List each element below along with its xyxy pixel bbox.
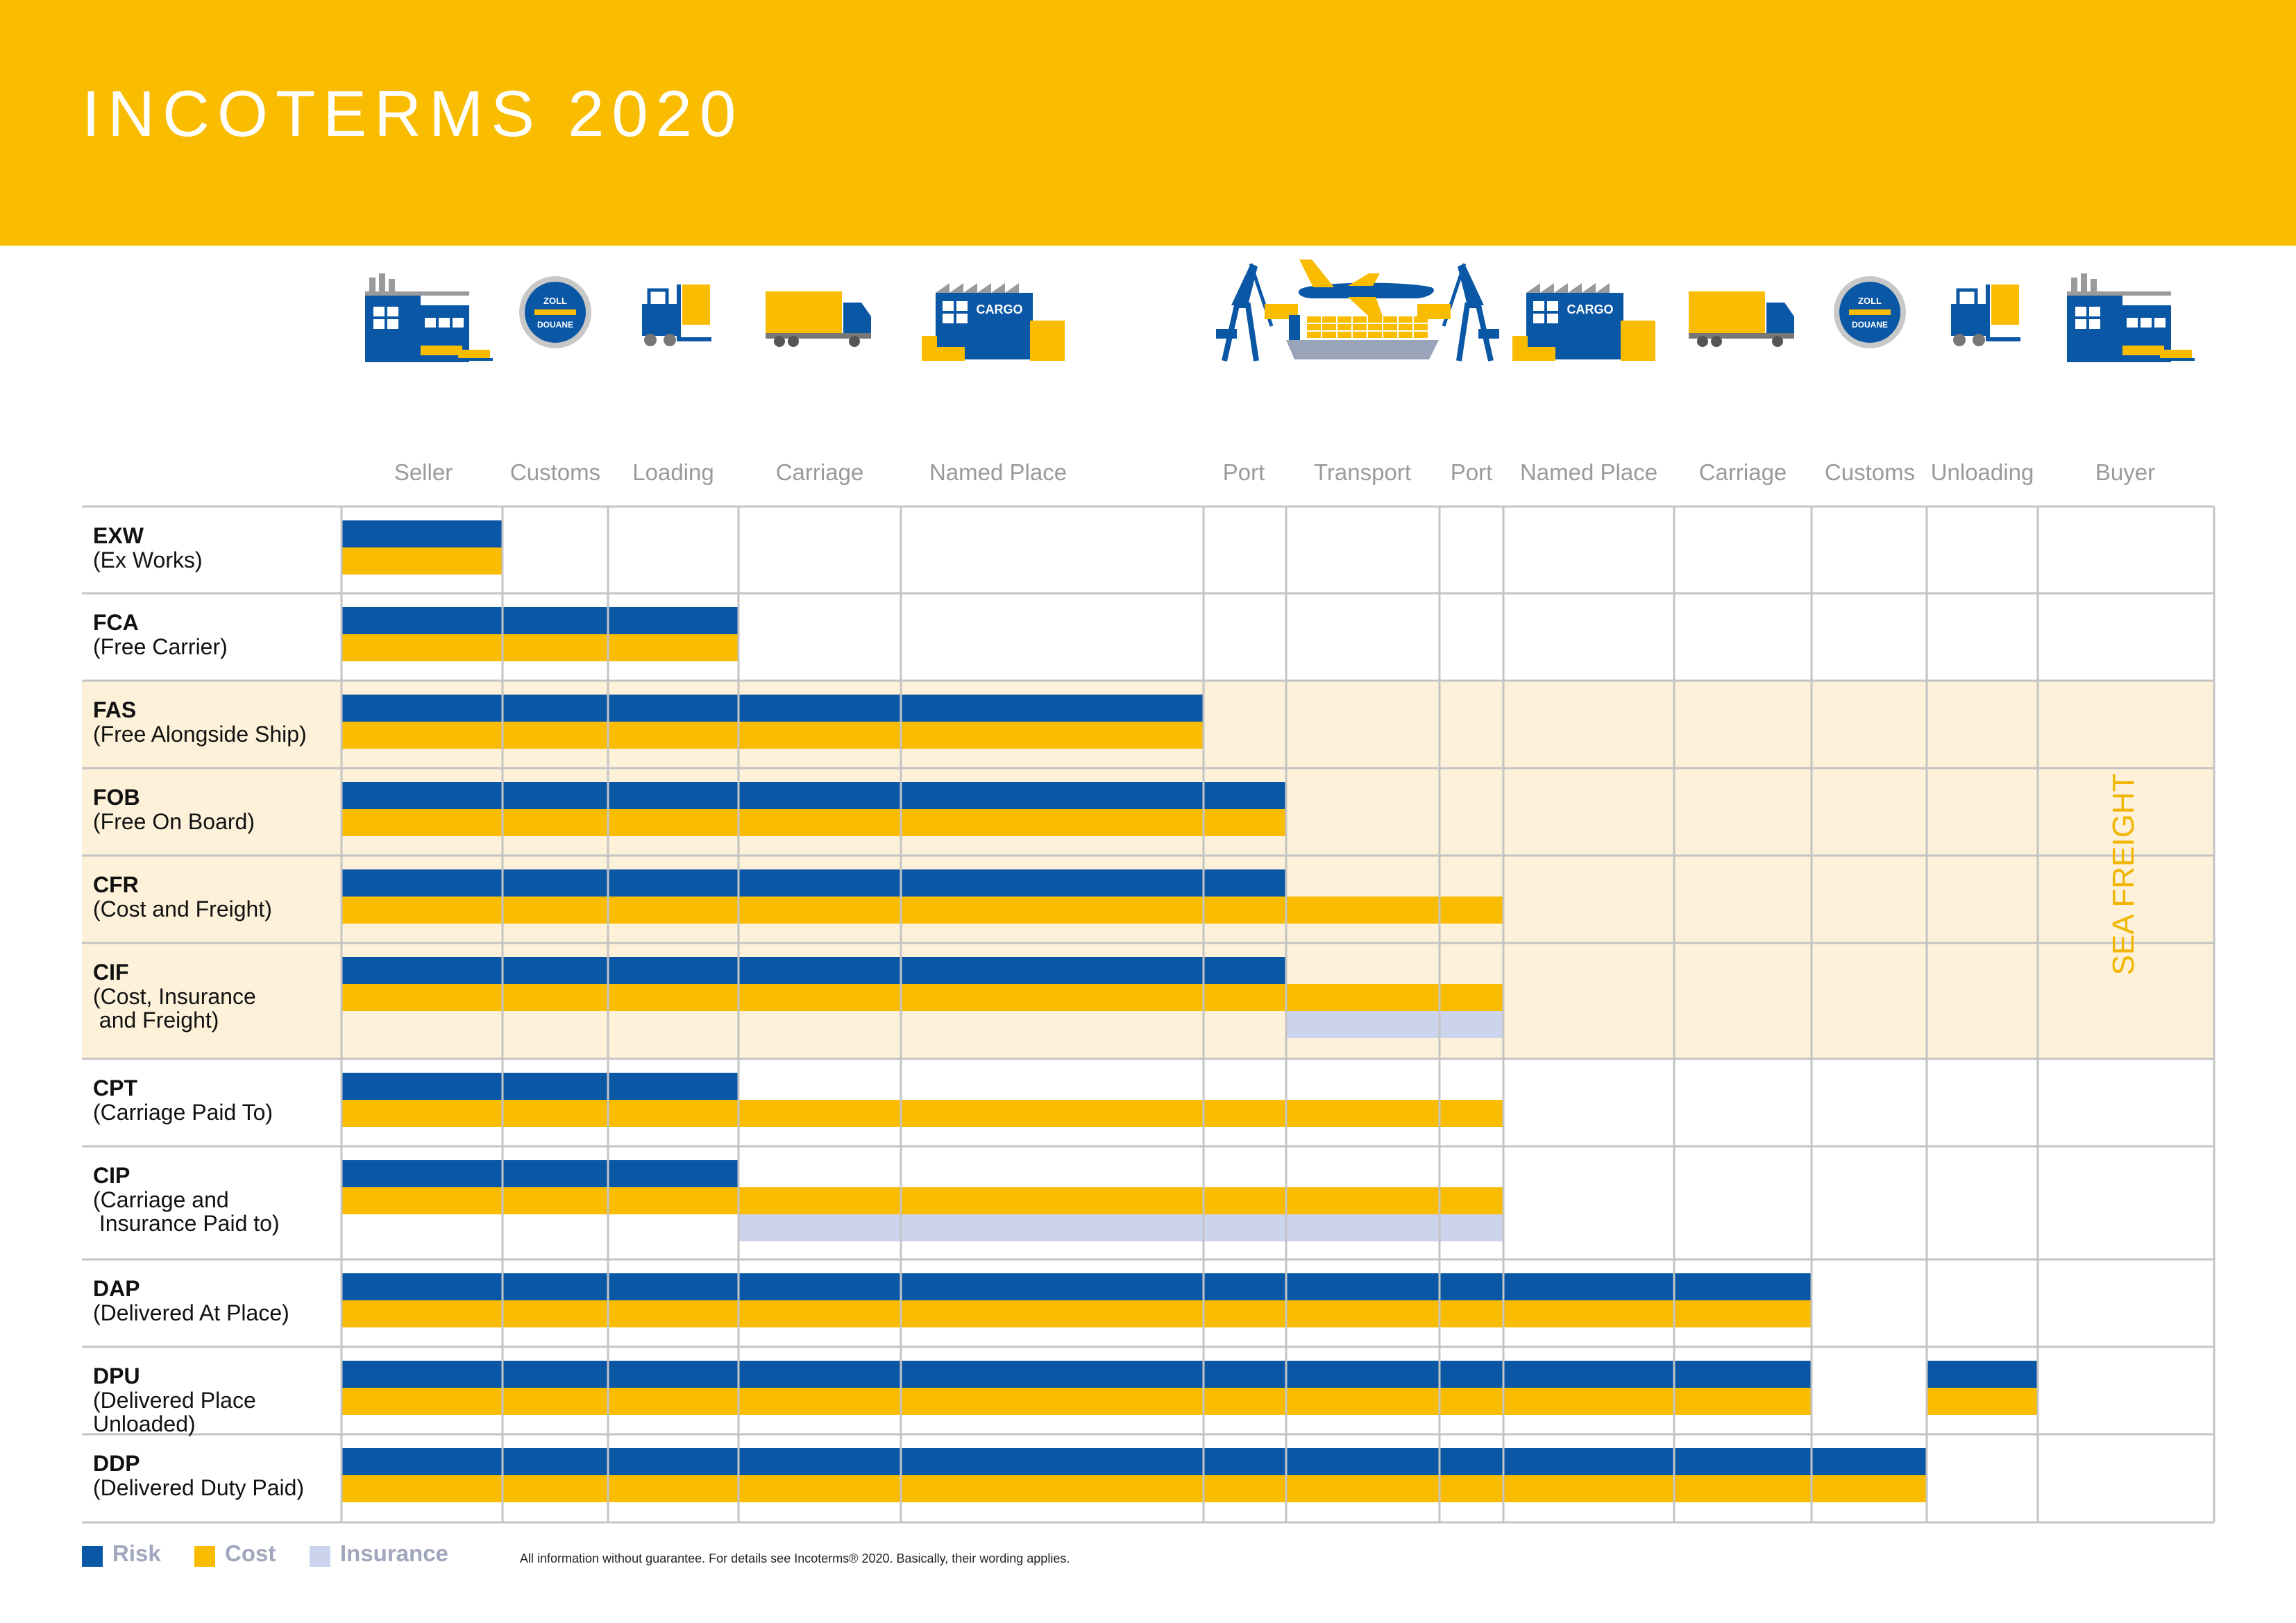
svg-text:DOUANE: DOUANE [1852,320,1888,330]
cost-bar-fca [341,634,738,661]
term-description-cfr: (Cost and Freight) [93,897,272,921]
term-description-cif: (Cost, Insurance and Freight) [93,984,256,1033]
term-code-cfr: CFR [93,872,139,897]
term-code-cip: CIP [93,1163,130,1188]
cost-bar-fas [341,722,1204,749]
customs-zoll-douane-icon-2: ZOLL DOUANE [519,276,591,348]
cost-bar-unloading-dpu [1927,1388,2038,1415]
risk-bar-ddp [341,1448,1927,1475]
cargo-warehouse-icon-9: CARGO [1512,283,1655,361]
stage-label-10: Carriage [1698,459,1787,485]
cost-bar-cip [341,1187,1503,1214]
cost-bar-dap [341,1300,1812,1327]
risk-bar-cip [341,1160,738,1187]
stage-label-8: Port [1450,459,1493,485]
legend-cost-swatch [194,1546,215,1567]
term-code-fas: FAS [93,697,137,722]
header-banner: INCOTERMS 2020 [0,0,2296,246]
cost-bar-cfr [341,897,1503,924]
cost-bar-cif [341,984,1503,1011]
stage-label-1: Seller [394,459,453,485]
truck-icon-10 [1689,291,1794,347]
customs-zoll-douane-icon-11: ZOLL DOUANE [1834,276,1906,348]
stage-label-11: Customs [1824,459,1916,485]
stage-label-2: Customs [509,459,601,485]
forklift-icon-12 [1951,284,2020,346]
risk-bar-fas [341,695,1204,722]
term-description-cpt: (Carriage Paid To) [93,1100,273,1125]
term-description-dpu: (Delivered Place Unloaded) [93,1388,256,1436]
port-crane-icon-8 [1417,263,1499,362]
page-title: INCOTERMS 2020 [82,77,744,150]
term-code-fca: FCA [93,610,139,635]
svg-text:CARGO: CARGO [977,303,1023,316]
term-description-cip: (Carriage and Insurance Paid to) [93,1187,280,1236]
sea-freight-label: SEA FREIGHT [2107,773,2141,976]
risk-bar-cif [341,957,1286,984]
legend-insurance-label: Insurance [340,1540,448,1566]
term-description-exw: (Ex Works) [93,547,203,572]
stage-label-4: Carriage [775,459,864,485]
term-code-fob: FOB [93,785,140,810]
svg-text:ZOLL: ZOLL [543,296,567,306]
stage-label-9: Named Place [1519,459,1658,485]
risk-bar-unloading-dpu [1927,1361,2038,1388]
disclaimer: All information without guarantee. For d… [520,1552,1070,1565]
term-description-fob: (Free On Board) [93,809,255,834]
term-description-dap: (Delivered At Place) [93,1300,289,1325]
risk-bar-cpt [341,1073,738,1100]
stage-label-3: Loading [632,459,714,485]
risk-bar-fca [341,607,738,634]
forklift-icon-3 [642,284,711,346]
insurance-bar-cif [1286,1011,1503,1038]
stage-label-5: Named Place [929,459,1067,485]
term-code-exw: EXW [93,523,144,548]
stage-icons: ZOLL DOUANE CARGO CARGO ZOLL DOUANE [365,260,2195,362]
legend-risk-swatch [82,1546,103,1567]
term-code-cpt: CPT [93,1076,137,1101]
cost-bar-dpu [341,1388,1812,1415]
term-description-fca: (Free Carrier) [93,634,228,659]
stage-label-12: Unloading [1930,459,2034,485]
factory-icon-13 [2067,273,2195,362]
cost-bar-cpt [341,1100,1503,1127]
term-description-ddp: (Delivered Duty Paid) [93,1475,305,1500]
truck-icon-4 [766,291,871,347]
risk-bar-cfr [341,869,1286,897]
insurance-bar-cip [738,1214,1503,1241]
legend-insurance-swatch [310,1546,330,1567]
airplane-icon [1298,260,1434,316]
term-code-cif: CIF [93,960,129,985]
svg-text:CARGO: CARGO [1567,303,1614,316]
cost-bar-ddp [341,1475,1927,1502]
factory-icon-1 [365,273,493,362]
legend-risk-label: Risk [112,1540,161,1566]
stage-label-7: Transport [1314,459,1411,485]
term-code-dap: DAP [93,1276,140,1301]
term-code-dpu: DPU [93,1363,140,1388]
risk-bar-fob [341,782,1286,809]
svg-text:ZOLL: ZOLL [1858,296,1882,306]
stage-label-13: Buyer [2095,459,2156,485]
cost-bar-exw [341,547,503,575]
risk-bar-dap [341,1273,1812,1300]
cargo-warehouse-icon-5: CARGO [922,283,1065,361]
cost-bar-fob [341,809,1286,836]
container-ship-icon-7 [1286,315,1439,359]
svg-text:DOUANE: DOUANE [537,320,573,330]
stage-label-6: Port [1222,459,1265,485]
term-code-ddp: DDP [93,1451,140,1476]
risk-bar-exw [341,520,503,547]
risk-bar-dpu [341,1361,1812,1388]
legend-cost-label: Cost [225,1540,276,1566]
term-description-fas: (Free Alongside Ship) [93,722,307,747]
